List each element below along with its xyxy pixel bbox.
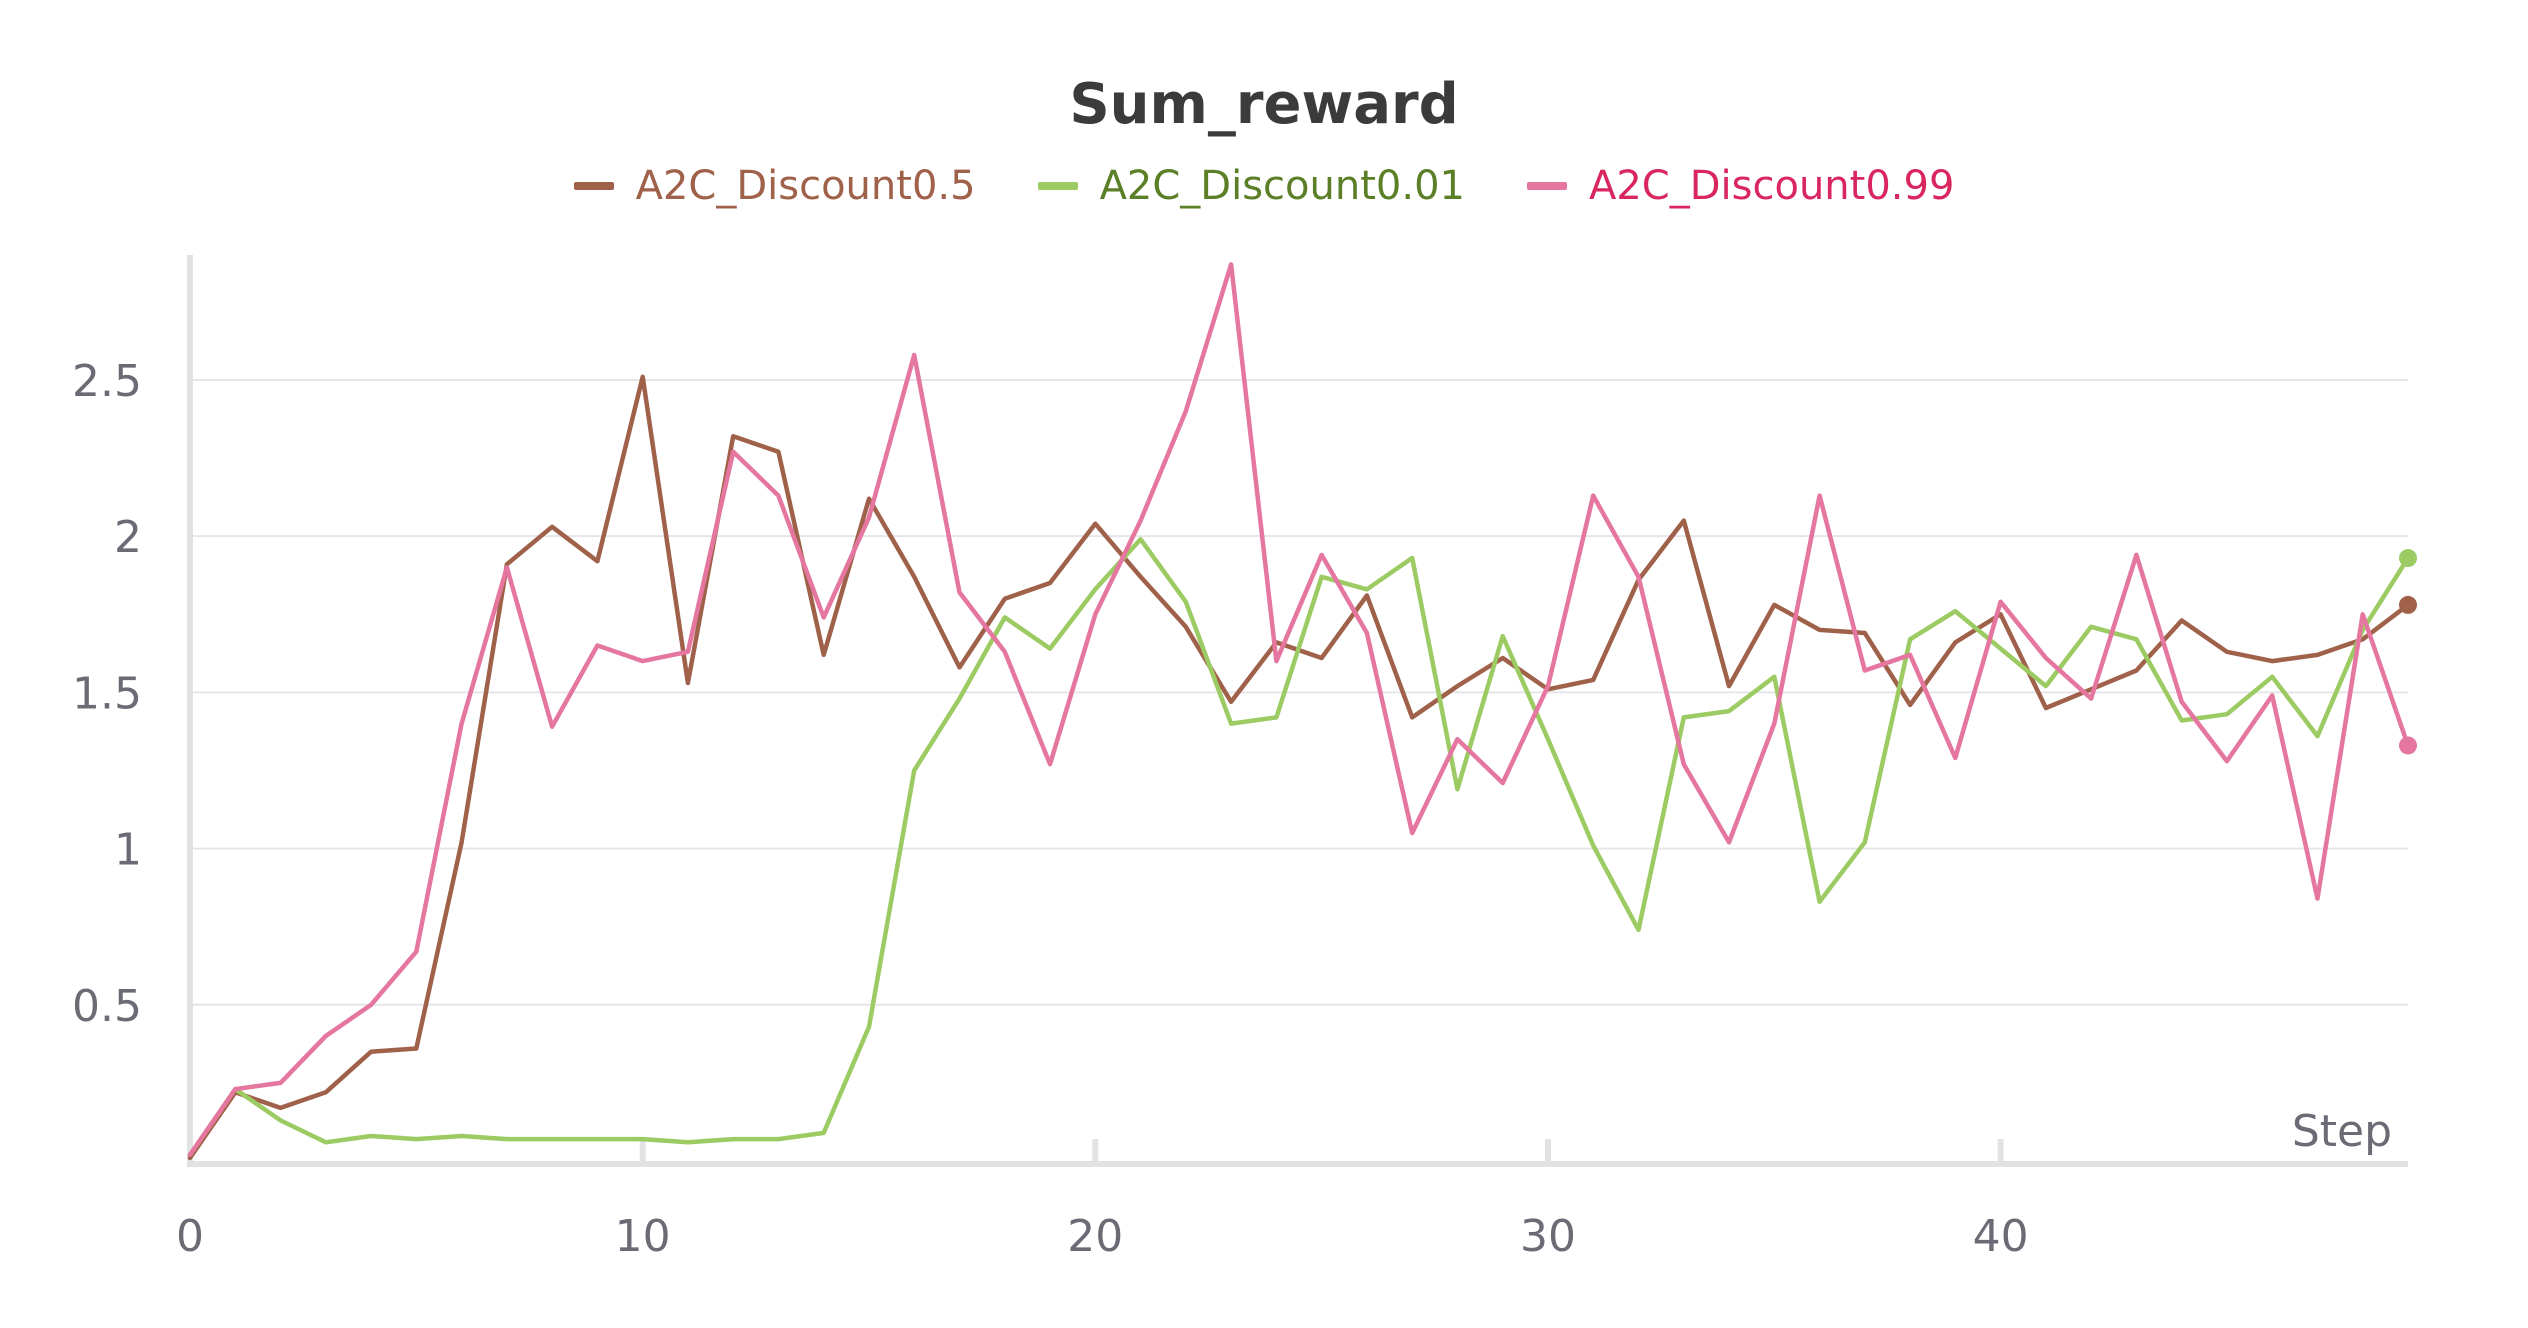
x-tick-label: 40	[1973, 1211, 2029, 1262]
x-tick-label: 10	[615, 1211, 671, 1262]
grid-lines	[190, 378, 2408, 1006]
legend: A2C_Discount0.5 A2C_Discount0.01 A2C_Disco…	[0, 163, 2528, 209]
y-tick-label: 1	[114, 825, 142, 876]
series-line-A2C_Discount0.01[interactable]	[187, 537, 2411, 1158]
y-tick-label: 2.5	[72, 356, 142, 407]
series-line-A2C_Discount0.5[interactable]	[187, 374, 2411, 1161]
legend-item[interactable]: A2C_Discount0.01	[1037, 163, 1465, 209]
series-lines	[187, 262, 2411, 1161]
series-endpoint-A2C_Discount0.99	[2399, 736, 2417, 755]
legend-label: A2C_Discount0.5	[635, 163, 976, 209]
legend-item[interactable]: A2C_Discount0.5	[573, 163, 976, 209]
legend-label: A2C_Discount0.99	[1588, 163, 1955, 209]
y-tick-label: 0.5	[72, 981, 142, 1032]
axes	[187, 255, 2408, 1167]
legend-label: A2C_Discount0.01	[1099, 163, 1465, 209]
legend-swatch	[1037, 182, 1078, 190]
series-line-A2C_Discount0.99[interactable]	[187, 262, 2411, 1158]
y-tick-label: 2	[114, 512, 142, 563]
legend-swatch	[1526, 182, 1567, 190]
legend-swatch	[573, 182, 614, 190]
x-tick-label: 20	[1067, 1211, 1123, 1262]
x-tick-label: 0	[176, 1211, 204, 1262]
series-endpoint-A2C_Discount0.01	[2399, 549, 2417, 568]
legend-item[interactable]: A2C_Discount0.99	[1526, 163, 1955, 209]
tick-labels: 0.5 1 1.5 2 2.5 0 10 20 30 40	[72, 356, 2029, 1262]
series-endpoint-A2C_Discount0.5	[2399, 595, 2417, 614]
x-axis-label: Step	[2292, 1106, 2392, 1157]
chart-title: Sum_reward	[1069, 72, 1459, 137]
x-tick-label: 30	[1520, 1211, 1576, 1262]
y-tick-label: 1.5	[72, 668, 142, 719]
series-endpoints	[2399, 549, 2417, 755]
